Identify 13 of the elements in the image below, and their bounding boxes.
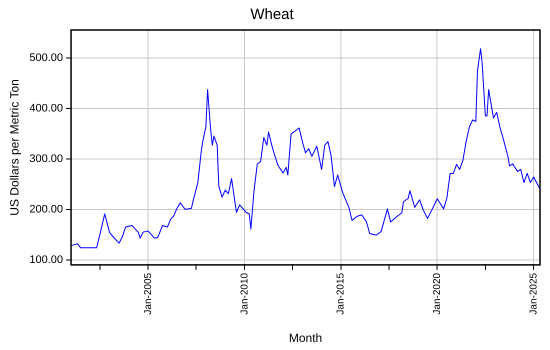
- y-tick-label: 300.00: [29, 152, 64, 165]
- x-tick-label: Jan-2010: [239, 272, 250, 315]
- x-tick-label: Jan-2005: [142, 272, 154, 315]
- y-tick-label: 400.00: [29, 102, 64, 114]
- x-tick-label: Jan-2020: [432, 272, 443, 315]
- chart-title: Wheat: [250, 6, 295, 24]
- x-axis-title: Month: [288, 331, 322, 346]
- y-tick-label: 200.00: [29, 203, 64, 216]
- x-tick-label: Jan-2015: [336, 272, 347, 315]
- y-tick-label: 500.00: [29, 52, 64, 64]
- x-tick-label: Jan-2025: [528, 272, 540, 315]
- y-axis-title: US Dollars per Metric Ton: [8, 79, 22, 216]
- y-tick-label: 100.00: [29, 254, 64, 266]
